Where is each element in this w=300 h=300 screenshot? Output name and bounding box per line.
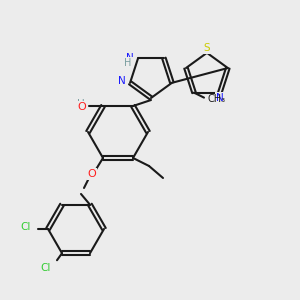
Text: O: O [77, 102, 86, 112]
Text: H: H [77, 99, 85, 109]
Text: S: S [204, 43, 210, 53]
Text: Cl: Cl [40, 263, 51, 273]
Text: N: N [216, 93, 224, 103]
Text: H: H [124, 58, 132, 68]
Text: O: O [88, 169, 96, 179]
Text: N: N [118, 76, 126, 86]
Text: N: N [126, 53, 134, 63]
Text: Cl: Cl [21, 222, 31, 232]
Text: CH₃: CH₃ [208, 94, 226, 103]
